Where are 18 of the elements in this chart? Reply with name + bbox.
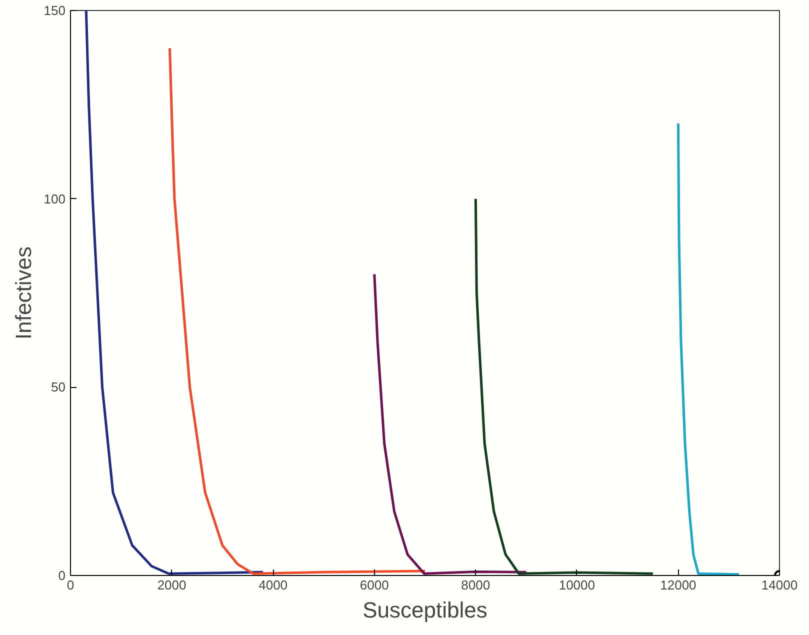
x-tick-label: 6000 — [360, 578, 389, 592]
x-tick-label: 14000 — [761, 578, 798, 592]
x-tick-label: 10000 — [558, 578, 596, 592]
x-axis-title: Susceptibles — [362, 598, 488, 622]
x-tick-label: 8000 — [461, 578, 490, 592]
y-tick-label: 0 — [58, 568, 66, 583]
y-tick-label: 50 — [51, 380, 66, 395]
x-tick-label: 4000 — [258, 578, 288, 592]
line-series — [676, 122, 740, 576]
y-tick-label: 100 — [44, 191, 66, 206]
line-series — [474, 198, 654, 575]
y-tick-label: 150 — [44, 3, 66, 18]
line-series — [373, 272, 528, 575]
x-tick-label: 2000 — [157, 578, 186, 592]
line-series — [84, 10, 264, 575]
line-series — [168, 46, 426, 575]
y-axis-title: Infectives — [10, 246, 36, 340]
x-tick-label: 12000 — [660, 578, 696, 592]
